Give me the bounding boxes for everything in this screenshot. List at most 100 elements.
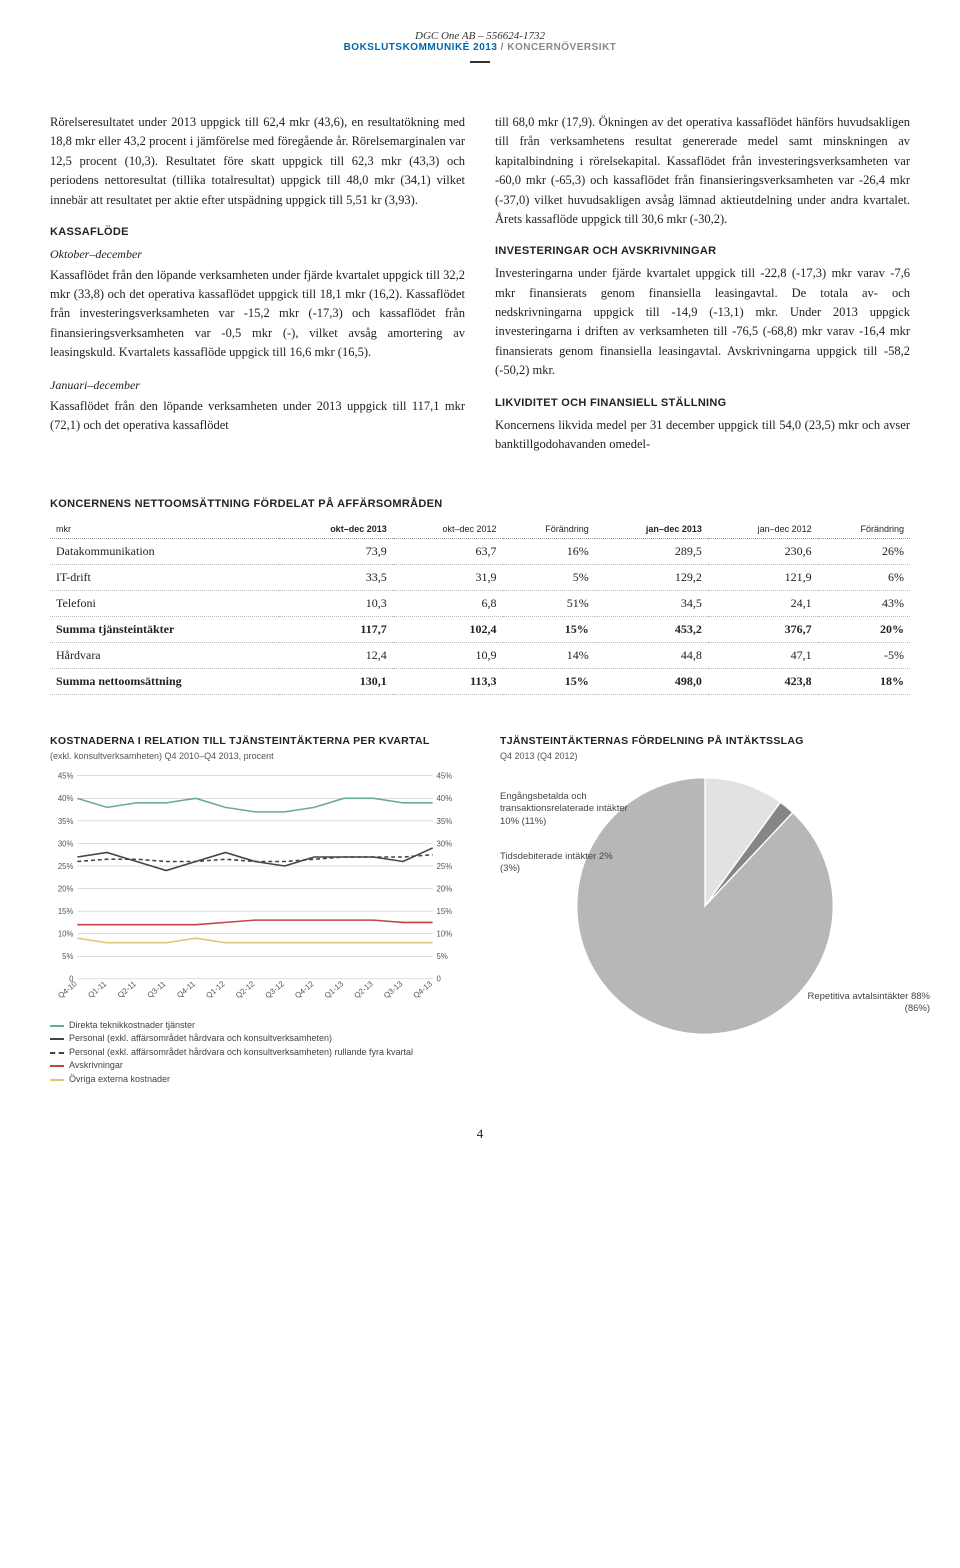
svg-text:40%: 40%: [58, 794, 74, 803]
page-number: 4: [50, 1126, 910, 1142]
legend-item: Direkta teknikkostnader tjänster: [50, 1019, 460, 1033]
table-cell: 26%: [818, 539, 910, 565]
table-cell: 43%: [818, 591, 910, 617]
table-cell: -5%: [818, 643, 910, 669]
svg-text:40%: 40%: [437, 794, 453, 803]
table-cell: 73,9: [279, 539, 393, 565]
legend-item: Avskrivningar: [50, 1059, 460, 1073]
table-title: KONCERNENS NETTOOMSÄTTNING FÖRDELAT PÅ A…: [50, 498, 910, 510]
svg-text:Q2-11: Q2-11: [116, 979, 138, 999]
para: Investeringarna under fjärde kvartalet u…: [495, 264, 910, 380]
svg-text:20%: 20%: [58, 884, 74, 893]
table-cell: Datakommunikation: [50, 539, 279, 565]
svg-text:Q2-13: Q2-13: [352, 979, 374, 1000]
svg-text:30%: 30%: [437, 839, 453, 848]
legend-item: Övriga externa kostnader: [50, 1073, 460, 1087]
svg-text:30%: 30%: [58, 839, 74, 848]
section-heading: LIKVIDITET OCH FINANSIELL STÄLLNING: [495, 395, 910, 412]
svg-text:Q1-12: Q1-12: [204, 979, 226, 1000]
section-heading: KASSAFLÖDE: [50, 224, 465, 241]
svg-text:25%: 25%: [437, 862, 453, 871]
table-cell: 453,2: [595, 617, 708, 643]
table-row: Datakommunikation73,963,716%289,5230,626…: [50, 539, 910, 565]
pie-chart-subtitle: Q4 2013 (Q4 2012): [500, 751, 910, 761]
subtitle-grey: / KONCERNÖVERSIKT: [497, 42, 616, 53]
pie-label: Tidsdebiterade intäkter 2% (3%): [500, 851, 630, 876]
subtitle: BOKSLUTSKOMMUNIKÉ 2013 / KONCERNÖVERSIKT: [50, 42, 910, 53]
table-cell: 18%: [818, 669, 910, 695]
para: Kassaflödet från den löpande verksamhete…: [50, 397, 465, 436]
table-cell: 51%: [503, 591, 595, 617]
svg-text:10%: 10%: [58, 930, 74, 939]
table-cell: 6,8: [393, 591, 503, 617]
subtitle-blue: BOKSLUTSKOMMUNIKÉ 2013: [344, 42, 498, 53]
svg-text:Q4-12: Q4-12: [293, 979, 315, 1000]
table-cell: IT-drift: [50, 565, 279, 591]
svg-text:Q3-12: Q3-12: [264, 979, 286, 1000]
table-row: IT-drift33,531,95%129,2121,96%: [50, 565, 910, 591]
svg-text:15%: 15%: [58, 907, 74, 916]
table-row: Telefoni10,36,851%34,524,143%: [50, 591, 910, 617]
svg-text:Q1-11: Q1-11: [86, 979, 108, 999]
table-row: Summa tjänsteintäkter117,7102,415%453,23…: [50, 617, 910, 643]
svg-text:45%: 45%: [58, 772, 74, 781]
para: Koncernens likvida medel per 31 december…: [495, 416, 910, 455]
table-cell: 14%: [503, 643, 595, 669]
table-cell: 376,7: [708, 617, 818, 643]
line-chart-svg: 45%45%40%40%35%35%30%30%25%25%20%20%15%1…: [50, 769, 460, 1009]
table-cell: 34,5: [595, 591, 708, 617]
subheading: Januari–december: [50, 376, 465, 395]
line-chart-legend: Direkta teknikkostnader tjänsterPersonal…: [50, 1019, 460, 1087]
para: till 68,0 mkr (17,9). Ökningen av det op…: [495, 113, 910, 229]
table-cell: 15%: [503, 669, 595, 695]
pie-wrap: Engångsbetalda och transaktionsrelaterad…: [500, 771, 910, 1041]
table-cell: 20%: [818, 617, 910, 643]
table-cell: 113,3: [393, 669, 503, 695]
table-cell: 33,5: [279, 565, 393, 591]
table-cell: 10,3: [279, 591, 393, 617]
section-heading: INVESTERINGAR OCH AVSKRIVNINGAR: [495, 243, 910, 260]
table-row: Summa nettoomsättning130,1113,315%498,04…: [50, 669, 910, 695]
table-cell: Hårdvara: [50, 643, 279, 669]
svg-text:0: 0: [437, 975, 442, 984]
table-cell: 63,7: [393, 539, 503, 565]
svg-text:15%: 15%: [437, 907, 453, 916]
table-cell: 12,4: [279, 643, 393, 669]
legend-item: Personal (exkl. affärsområdet hårdvara o…: [50, 1046, 460, 1060]
table-header: okt–dec 2012: [393, 520, 503, 539]
table-header: mkr: [50, 520, 279, 539]
table-cell: 129,2: [595, 565, 708, 591]
svg-text:Q4-11: Q4-11: [175, 979, 197, 999]
charts-row: KOSTNADERNA I RELATION TILL TJÄNSTEINTÄK…: [50, 735, 910, 1086]
right-column: till 68,0 mkr (17,9). Ökningen av det op…: [495, 113, 910, 468]
svg-text:Q4-10: Q4-10: [56, 979, 79, 1000]
line-chart-title: KOSTNADERNA I RELATION TILL TJÄNSTEINTÄK…: [50, 735, 460, 749]
svg-text:5%: 5%: [437, 952, 448, 961]
pie-label: Engångsbetalda och transaktionsrelaterad…: [500, 791, 630, 828]
body-columns: Rörelseresultatet under 2013 uppgick til…: [50, 113, 910, 468]
svg-text:Q3-11: Q3-11: [146, 979, 168, 999]
svg-text:45%: 45%: [437, 772, 453, 781]
svg-text:35%: 35%: [58, 817, 74, 826]
table-cell: 15%: [503, 617, 595, 643]
svg-text:35%: 35%: [437, 817, 453, 826]
table-cell: 5%: [503, 565, 595, 591]
table-cell: 102,4: [393, 617, 503, 643]
table-header: Förändring: [818, 520, 910, 539]
table-cell: 130,1: [279, 669, 393, 695]
legend-item: Personal (exkl. affärsområdet hårdvara o…: [50, 1032, 460, 1046]
table-cell: 47,1: [708, 643, 818, 669]
table-cell: Summa nettoomsättning: [50, 669, 279, 695]
table-header: jan–dec 2012: [708, 520, 818, 539]
table-cell: 423,8: [708, 669, 818, 695]
subheading: Oktober–december: [50, 245, 465, 264]
table-cell: 117,7: [279, 617, 393, 643]
line-chart-subtitle: (exkl. konsultverksamheten) Q4 2010–Q4 2…: [50, 751, 460, 761]
line-chart-block: KOSTNADERNA I RELATION TILL TJÄNSTEINTÄK…: [50, 735, 460, 1086]
table-cell: 498,0: [595, 669, 708, 695]
table-cell: 24,1: [708, 591, 818, 617]
svg-text:5%: 5%: [62, 952, 73, 961]
table-cell: 31,9: [393, 565, 503, 591]
table-cell: 230,6: [708, 539, 818, 565]
table-header: okt–dec 2013: [279, 520, 393, 539]
